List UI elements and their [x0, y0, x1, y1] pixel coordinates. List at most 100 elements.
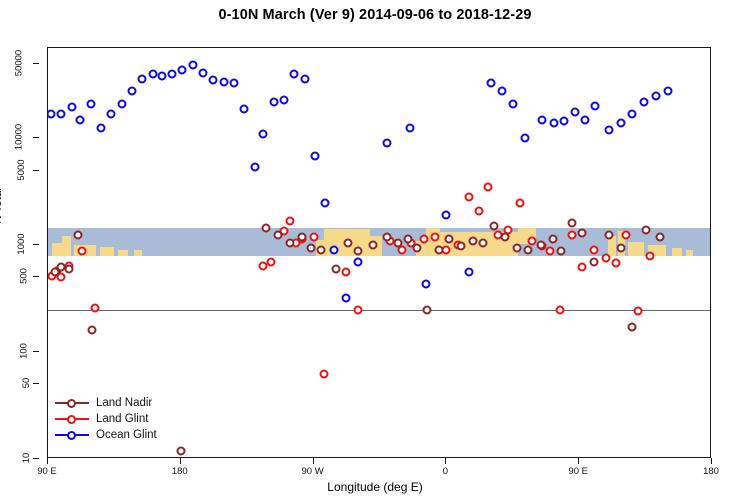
data-point-land-nadir — [261, 223, 271, 233]
x-axis-tick — [312, 458, 314, 464]
data-point-land-nadir — [176, 446, 186, 456]
data-point-ocean-glint — [198, 68, 208, 78]
data-point-land-nadir — [468, 236, 478, 246]
data-point-ocean-glint — [559, 116, 569, 126]
map-landmass — [608, 236, 616, 256]
data-point-land-nadir — [456, 241, 466, 251]
data-point-land-glint — [353, 305, 363, 315]
data-point-land-nadir — [604, 230, 614, 240]
map-landmass — [648, 245, 666, 256]
data-point-ocean-glint — [106, 109, 116, 119]
data-point-land-glint — [341, 267, 351, 277]
data-point-ocean-glint — [464, 267, 474, 277]
data-point-land-glint — [464, 192, 474, 202]
data-point-land-nadir — [343, 238, 353, 248]
x-axis-tick — [47, 458, 48, 464]
y-axis-label: N Total — [0, 187, 4, 224]
data-point-land-nadir — [489, 221, 499, 231]
data-point-land-glint — [419, 234, 429, 244]
data-point-land-nadir — [422, 305, 432, 315]
data-point-ocean-glint — [405, 123, 414, 133]
data-point-land-glint — [258, 261, 268, 271]
data-point-land-nadir — [556, 246, 566, 256]
legend-marker-icon — [55, 429, 89, 441]
data-point-land-nadir — [434, 245, 444, 255]
y-axis-tick-label: 500 — [18, 268, 30, 285]
data-point-ocean-glint — [279, 95, 289, 105]
y-axis-tick — [33, 276, 39, 278]
data-point-land-glint — [515, 198, 525, 208]
data-point-ocean-glint — [441, 210, 451, 220]
data-point-ocean-glint — [353, 257, 363, 267]
data-point-land-glint — [285, 216, 295, 226]
data-point-ocean-glint — [188, 60, 198, 70]
data-point-ocean-glint — [549, 118, 559, 128]
data-point-land-nadir — [368, 240, 378, 250]
data-point-ocean-glint — [75, 115, 85, 125]
data-point-land-nadir — [444, 234, 454, 244]
data-point-land-glint — [633, 306, 643, 316]
x-axis-label: Longitude (deg E) — [327, 480, 423, 494]
chart-title: 0-10N March (Ver 9) 2014-09-06 to 2018-1… — [218, 7, 532, 23]
data-point-land-nadir — [655, 232, 665, 242]
data-point-ocean-glint — [627, 109, 637, 119]
data-point-ocean-glint — [229, 78, 239, 88]
data-point-land-glint — [577, 262, 587, 272]
y-axis-tick — [33, 137, 39, 139]
data-point-land-nadir — [306, 243, 316, 253]
data-point-ocean-glint — [421, 279, 431, 289]
plot-area — [47, 47, 711, 458]
y-axis-tick-label: 50000 — [13, 49, 25, 76]
data-point-land-glint — [430, 232, 440, 242]
data-point-ocean-glint — [616, 118, 625, 128]
data-point-land-glint — [621, 230, 631, 240]
y-axis-tick — [33, 383, 39, 385]
data-point-ocean-glint — [580, 115, 590, 124]
data-point-ocean-glint — [208, 75, 218, 85]
data-point-ocean-glint — [258, 129, 268, 139]
data-point-ocean-glint — [117, 99, 127, 109]
y-axis-tick-label: 100 — [18, 343, 30, 360]
data-point-land-glint — [474, 206, 484, 216]
data-point-ocean-glint — [219, 77, 229, 87]
legend-item: Ocean Glint — [55, 427, 157, 443]
data-point-ocean-glint — [663, 86, 673, 96]
data-point-land-nadir — [523, 245, 533, 255]
x-axis-tick — [578, 458, 580, 464]
data-point-land-glint — [266, 257, 276, 267]
map-landmass — [118, 249, 128, 256]
y-axis-tick-label: 1000 — [15, 233, 27, 255]
data-point-land-nadir — [273, 230, 283, 240]
x-axis-tick-label: 90 W — [301, 466, 324, 477]
data-point-land-nadir — [412, 243, 422, 253]
legend-marker-icon — [55, 397, 89, 409]
data-point-ocean-glint — [86, 99, 96, 109]
data-point-land-nadir — [393, 238, 403, 248]
data-point-land-nadir — [73, 230, 82, 240]
threshold-reference-line — [48, 309, 710, 311]
data-point-land-glint — [611, 258, 621, 268]
data-point-ocean-glint — [300, 74, 310, 84]
data-point-ocean-glint — [67, 102, 77, 112]
data-point-ocean-glint — [148, 69, 158, 79]
data-point-ocean-glint — [320, 198, 330, 208]
chart-legend: Land Nadir Land Glint Ocean Glint — [55, 395, 157, 443]
legend-item: Land Glint — [55, 411, 157, 427]
data-point-land-nadir — [548, 234, 558, 244]
data-point-land-nadir — [478, 238, 488, 248]
x-axis-tick — [445, 458, 447, 464]
x-axis-tick-label: 90 E — [568, 466, 588, 477]
legend-label: Land Nadir — [96, 397, 153, 409]
data-point-land-nadir — [285, 238, 295, 248]
map-landmass — [134, 250, 142, 256]
data-point-land-glint — [397, 245, 407, 255]
legend-marker-icon — [55, 413, 89, 425]
data-point-ocean-glint — [239, 104, 249, 114]
data-point-ocean-glint — [382, 138, 392, 148]
data-point-land-nadir — [641, 225, 651, 235]
data-point-land-nadir — [331, 264, 341, 274]
y-axis-tick-label: 10000 — [13, 124, 25, 151]
data-point-ocean-glint — [520, 133, 530, 143]
x-axis-tick — [711, 458, 712, 464]
